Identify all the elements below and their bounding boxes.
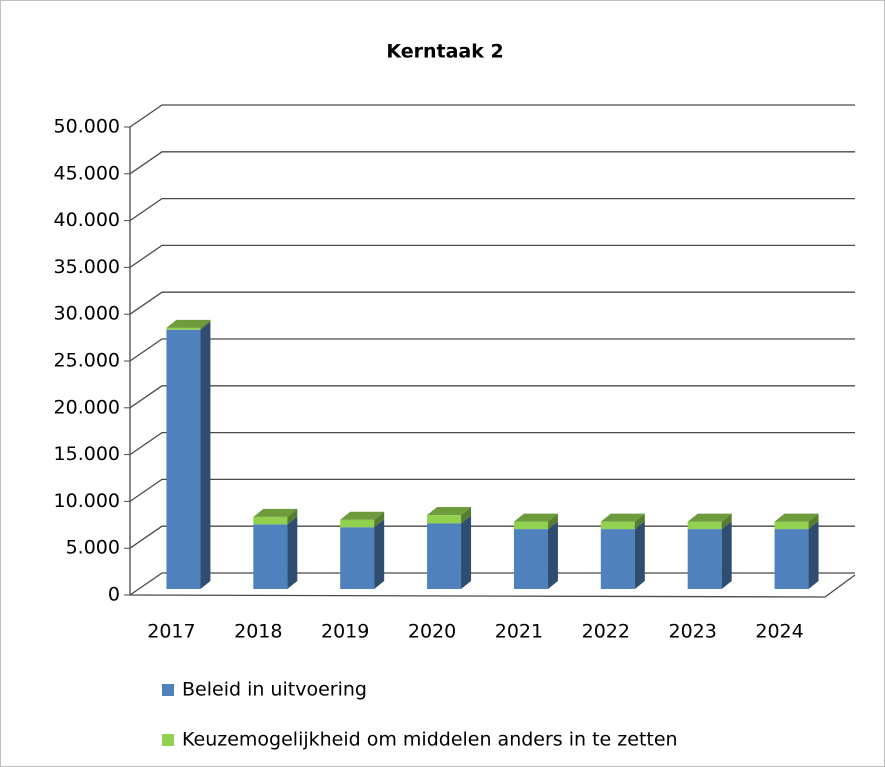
legend-label: Keuzemogelijkheid om middelen anders in …: [182, 729, 678, 751]
bar-front: [427, 523, 462, 589]
bar-front: [513, 529, 548, 589]
bar-side: [808, 513, 819, 530]
bar-side: [461, 507, 472, 524]
x-tick-label: 2019: [321, 621, 369, 643]
bar-front: [427, 515, 462, 524]
grid-line: [129, 197, 855, 222]
grid-line: [129, 431, 855, 456]
chart-title: Kerntaak 2: [386, 41, 503, 63]
bar-top: [513, 513, 558, 522]
bar-side: [808, 521, 819, 589]
bar-side: [200, 321, 211, 589]
bar-front: [774, 521, 809, 530]
bar-front: [600, 521, 635, 530]
x-tick-label: 2020: [408, 621, 456, 643]
y-tick-label: 45.000: [54, 162, 120, 184]
y-tick-label: 10.000: [54, 490, 120, 512]
grid-line: [129, 151, 855, 175]
y-tick-label: 40.000: [54, 209, 120, 231]
bar-side: [547, 513, 558, 530]
x-tick-label: 2017: [147, 621, 195, 643]
bar-top: [427, 507, 472, 516]
bar-side: [461, 515, 472, 589]
bar-top: [166, 319, 211, 328]
grid-line: [129, 104, 855, 128]
y-tick-label: 35.000: [54, 256, 120, 278]
bar-front: [253, 524, 288, 589]
bar-side: [634, 521, 645, 589]
grid-line: [129, 338, 855, 362]
grid-line: [129, 291, 855, 315]
bar-top: [253, 508, 298, 517]
bar-front: [253, 516, 288, 525]
bar-top: [600, 513, 645, 522]
bar-top: [687, 513, 732, 522]
y-tick-label: 30.000: [54, 303, 120, 325]
bar-side: [287, 508, 298, 525]
bar-side: [374, 511, 385, 528]
bar-front: [687, 521, 722, 530]
grid-line: [129, 385, 855, 409]
legend-swatch: [162, 684, 174, 696]
y-tick-label: 5.000: [66, 537, 120, 559]
bar-side: [287, 516, 298, 589]
bar-side: [200, 319, 211, 330]
y-tick-label: 0: [108, 584, 120, 606]
grid-line: [129, 478, 855, 502]
y-tick-label: 25.000: [54, 350, 120, 372]
bar-front: [340, 527, 375, 589]
legend-label: Beleid in uitvoering: [182, 679, 367, 701]
y-tick-label: 20.000: [54, 396, 120, 418]
x-tick-label: 2024: [755, 621, 803, 643]
bar-side: [634, 513, 645, 530]
bar-front: [166, 329, 201, 589]
bar-top: [774, 513, 819, 522]
floor-edge: [129, 574, 856, 598]
x-tick-label: 2018: [234, 621, 282, 643]
legend-swatch: [162, 734, 174, 746]
bar-front: [166, 327, 201, 330]
bar-side: [547, 521, 558, 589]
x-tick-label: 2022: [582, 621, 630, 643]
x-tick-label: 2021: [495, 621, 543, 643]
bar-front: [340, 519, 375, 528]
bar-top: [340, 511, 385, 520]
grid-line: [129, 244, 855, 268]
bar-side: [721, 513, 732, 530]
bar-front: [513, 521, 548, 530]
y-tick-label: 50.000: [54, 116, 120, 138]
x-tick-label: 2023: [669, 621, 717, 643]
y-tick-label: 15.000: [54, 443, 120, 465]
bar-side: [374, 519, 385, 589]
bar-side: [721, 521, 732, 589]
bar-front: [774, 529, 809, 589]
bar-front: [600, 529, 635, 589]
bar-front: [687, 529, 722, 589]
